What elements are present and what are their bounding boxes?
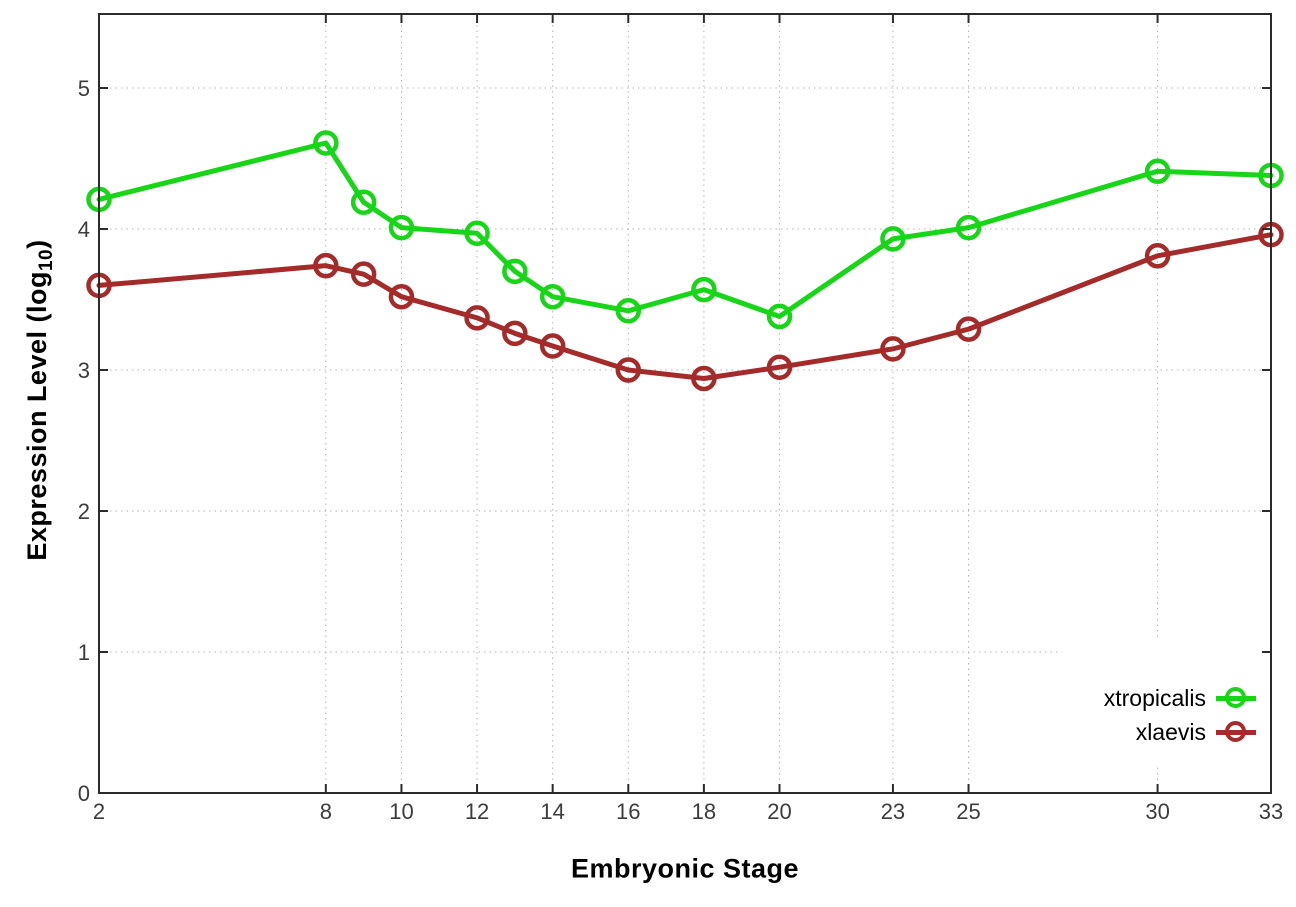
x-tick-label: 16 bbox=[616, 799, 640, 824]
data-point-xlaevis bbox=[955, 316, 982, 342]
data-point-xlaevis bbox=[388, 283, 415, 310]
x-tick-label: 12 bbox=[465, 799, 489, 824]
y-axis-title-text: Expression Level (log bbox=[21, 271, 52, 561]
data-point-xtropicalis bbox=[880, 226, 906, 252]
data-point-xlaevis bbox=[880, 336, 906, 362]
legend-sample bbox=[1216, 719, 1256, 745]
data-point-xtropicalis bbox=[313, 130, 339, 156]
data-point-xlaevis bbox=[615, 357, 642, 383]
x-tick-label: 8 bbox=[320, 799, 332, 824]
legend-row: xlaevis bbox=[1136, 717, 1256, 747]
legend-row: xtropicalis bbox=[1104, 683, 1256, 713]
y-tick-label: 4 bbox=[78, 217, 90, 242]
series-line-xtropicalis bbox=[96, 140, 1274, 319]
data-point-xtropicalis bbox=[388, 214, 415, 241]
data-point-xlaevis bbox=[502, 320, 528, 347]
data-point-xtropicalis bbox=[539, 283, 566, 310]
data-point-xlaevis bbox=[1144, 243, 1171, 269]
x-tick-label: 10 bbox=[389, 799, 413, 824]
x-tick-label: 20 bbox=[767, 799, 791, 824]
data-point-xlaevis bbox=[766, 354, 793, 380]
data-point-xtropicalis bbox=[464, 220, 490, 246]
data-point-xtropicalis bbox=[1144, 158, 1171, 184]
y-tick-label: 5 bbox=[78, 76, 90, 101]
x-tick-label: 14 bbox=[540, 799, 564, 824]
legend-label: xlaevis bbox=[1135, 719, 1206, 745]
legend-marker-icon bbox=[1225, 687, 1246, 708]
y-axis-title: Expression Level (log10) bbox=[22, 239, 58, 560]
data-point-xtropicalis bbox=[350, 189, 377, 215]
x-tick-label: 30 bbox=[1145, 799, 1169, 824]
x-tick-label: 23 bbox=[881, 799, 905, 824]
y-tick-label: 0 bbox=[78, 781, 90, 806]
data-point-xlaevis bbox=[539, 333, 566, 359]
series-line-xlaevis bbox=[96, 232, 1274, 381]
y-axis-title-close: ) bbox=[21, 239, 52, 249]
data-point-xtropicalis bbox=[502, 258, 528, 285]
x-tick-label: 2 bbox=[93, 799, 105, 824]
x-tick-label: 33 bbox=[1259, 799, 1283, 824]
y-tick-label: 3 bbox=[78, 358, 90, 383]
y-tick-label: 1 bbox=[78, 640, 90, 665]
legend-marker-icon bbox=[1225, 721, 1246, 742]
data-point-xtropicalis bbox=[766, 303, 793, 330]
legend-label: xtropicalis bbox=[1103, 685, 1206, 711]
plot-border bbox=[98, 13, 1272, 794]
data-point-xlaevis bbox=[313, 252, 339, 279]
data-point-xtropicalis bbox=[615, 298, 642, 324]
data-point-xlaevis bbox=[691, 365, 717, 392]
data-point-xtropicalis bbox=[955, 214, 982, 241]
legend: xtropicalis xlaevis bbox=[1062, 638, 1262, 765]
data-point-xtropicalis bbox=[691, 276, 717, 303]
x-tick-label: 18 bbox=[692, 799, 716, 824]
y-axis-title-subscript: 10 bbox=[36, 248, 58, 272]
x-axis-title: Embryonic Stage bbox=[570, 853, 800, 884]
data-point-xlaevis bbox=[350, 261, 377, 287]
legend-sample bbox=[1216, 685, 1256, 711]
data-point-xlaevis bbox=[464, 305, 490, 331]
y-tick-label: 2 bbox=[78, 499, 90, 524]
x-tick-label: 25 bbox=[956, 799, 980, 824]
